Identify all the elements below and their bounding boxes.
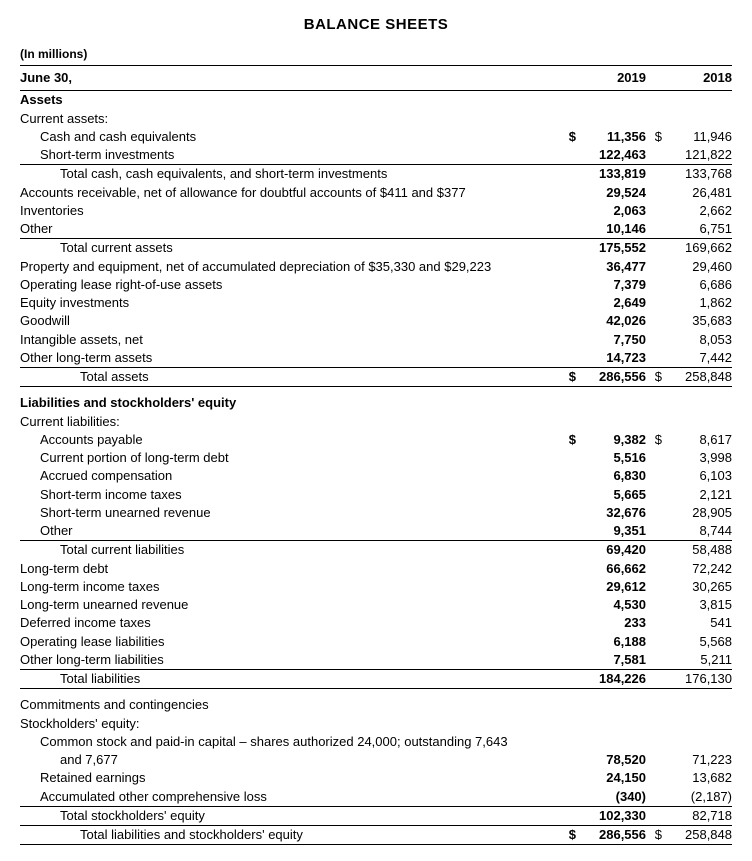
row-commit: Commitments and contingencies [20,689,732,715]
assets-heading: Assets [20,91,560,110]
row-sti: Short-term investments 122,463 121,822 [20,146,732,165]
row-gw: Goodwill 42,026 35,683 [20,312,732,330]
row-rou: Operating lease right-of-use assets 7,37… [20,276,732,294]
header-year-2: 2018 [662,66,732,91]
row-ppe: Property and equipment, net of accumulat… [20,258,732,276]
row-stit: Short-term income taxes 5,665 2,121 [20,486,732,504]
header-date: June 30, [20,66,560,91]
equity-heading: Stockholders' equity: [20,715,560,733]
liab-heading: Liabilities and stockholders' equity [20,387,560,413]
row-other-cur-liab: Other 9,351 8,744 [20,522,732,541]
header-year-1: 2019 [576,66,646,91]
row-oltl: Other long-term liabilities 7,581 5,211 [20,651,732,670]
row-total-cash: Total cash, cash equivalents, and short-… [20,165,732,184]
current-assets-label: Current assets: [20,110,560,128]
assets-heading-row: Assets [20,91,732,110]
liab-heading-row: Liabilities and stockholders' equity [20,387,732,413]
row-other-cur-assets: Other 10,146 6,751 [20,220,732,239]
row-stur: Short-term unearned revenue 32,676 28,90… [20,504,732,522]
table-header-row: June 30, 2019 2018 [20,66,732,91]
row-cs-line2: and 7,677 78,520 71,223 [20,751,732,769]
page-title: BALANCE SHEETS [20,16,732,33]
row-inv: Inventories 2,063 2,662 [20,202,732,220]
row-oll: Operating lease liabilities 6,188 5,568 [20,633,732,651]
units-label: (In millions) [20,47,732,61]
current-liab-label: Current liabilities: [20,413,560,431]
row-cpltd: Current portion of long-term debt 5,516 … [20,449,732,467]
row-accr: Accrued compensation 6,830 6,103 [20,467,732,485]
row-total-cur-liab: Total current liabilities 69,420 58,488 [20,541,732,560]
row-total-liab: Total liabilities 184,226 176,130 [20,670,732,689]
row-re: Retained earnings 24,150 13,682 [20,769,732,787]
row-ltit: Long-term income taxes 29,612 30,265 [20,578,732,596]
row-cs-line1: Common stock and paid-in capital – share… [20,733,732,751]
row-total-cur-assets: Total current assets 175,552 169,662 [20,239,732,258]
row-dit: Deferred income taxes 233 541 [20,614,732,632]
row-total-assets: Total assets $ 286,556 $ 258,848 [20,368,732,387]
row-ltd: Long-term debt 66,662 72,242 [20,560,732,578]
row-ar: Accounts receivable, net of allowance fo… [20,184,732,202]
row-ap: Accounts payable $ 9,382 $ 8,617 [20,431,732,449]
row-ltur: Long-term unearned revenue 4,530 3,815 [20,596,732,614]
row-total-equity: Total stockholders' equity 102,330 82,71… [20,806,732,825]
row-cash: Cash and cash equivalents $ 11,356 $ 11,… [20,128,732,146]
row-olt-assets: Other long-term assets 14,723 7,442 [20,349,732,368]
row-eqinv: Equity investments 2,649 1,862 [20,294,732,312]
balance-sheet-table: June 30, 2019 2018 Assets Current assets… [20,65,732,845]
row-aoci: Accumulated other comprehensive loss (34… [20,788,732,807]
row-intang: Intangible assets, net 7,750 8,053 [20,331,732,349]
